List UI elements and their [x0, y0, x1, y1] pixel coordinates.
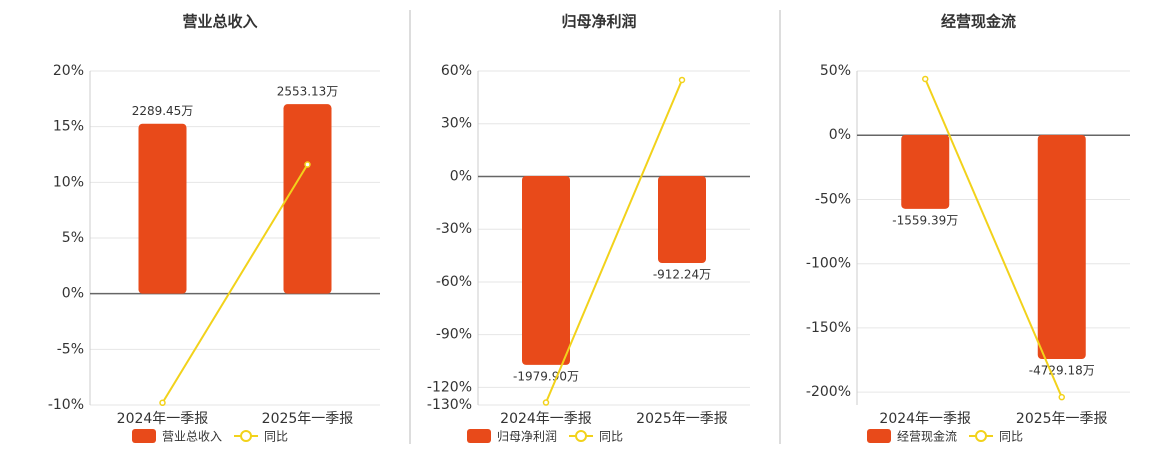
x-tick-label: 2024年一季报 — [500, 411, 592, 427]
y-tick-label: 50% — [820, 63, 851, 79]
y-tick-label: -30% — [436, 221, 472, 237]
y-tick-label: 20% — [53, 63, 84, 79]
legend-label: 归母净利润 — [497, 430, 557, 444]
data-label: 2289.45万 — [132, 104, 194, 118]
legend-swatch — [240, 430, 253, 442]
y-tick-label: -5% — [57, 341, 84, 357]
y-tick-label: -50% — [815, 191, 851, 207]
line-point — [304, 161, 311, 168]
y-tick-label: 30% — [441, 116, 472, 132]
y-tick-label: -10% — [48, 397, 84, 413]
y-tick-label: 0% — [62, 286, 84, 302]
chart-title: 经营现金流 — [941, 13, 1016, 31]
line-point — [922, 75, 929, 83]
y-tick-label: -200% — [806, 384, 851, 400]
y-tick-label: -60% — [436, 274, 472, 290]
y-tick-label: 5% — [62, 230, 84, 246]
line — [924, 78, 1063, 398]
legend-swatch — [467, 429, 491, 443]
legend-swatch — [867, 429, 891, 443]
x-tick-label: 2024年一季报 — [117, 411, 209, 427]
y-tick-label: 60% — [441, 63, 472, 79]
data-label: -1559.39万 — [892, 213, 958, 227]
legend-swatch — [575, 430, 588, 442]
data-label: 2553.13万 — [277, 85, 339, 99]
y-tick-label: 15% — [53, 119, 84, 135]
x-tick-label: 2024年一季报 — [879, 411, 971, 427]
legend-label: 营业总收入 — [162, 430, 222, 444]
y-tick-label: 0% — [829, 127, 851, 143]
line-point — [159, 399, 166, 407]
data-label: -912.24万 — [653, 268, 711, 282]
legend-label: 同比 — [999, 430, 1023, 444]
y-tick-label: -120% — [427, 379, 472, 395]
y-tick-label: 0% — [450, 168, 472, 184]
legend-label: 同比 — [264, 430, 288, 444]
x-tick-label: 2025年一季报 — [636, 411, 728, 427]
y-tick-label: -100% — [806, 256, 851, 272]
data-label: -4729.18万 — [1029, 364, 1095, 378]
bar — [901, 134, 950, 209]
bar — [283, 104, 332, 294]
line-point — [678, 76, 686, 84]
line — [545, 79, 683, 403]
x-tick-label: 2025年一季报 — [1016, 411, 1108, 427]
chart-title: 归母净利润 — [561, 13, 636, 31]
x-tick-label: 2025年一季报 — [262, 411, 354, 427]
bar — [1037, 134, 1086, 360]
line-point — [1058, 393, 1065, 401]
y-tick-label: 10% — [53, 174, 84, 190]
legend-swatch — [975, 430, 988, 442]
line — [161, 164, 309, 404]
bar — [658, 175, 706, 264]
bar — [138, 123, 187, 294]
data-label: -1979.90万 — [513, 369, 579, 383]
line-point — [542, 399, 550, 406]
y-tick-label: -130% — [427, 397, 472, 413]
y-tick-label: -90% — [436, 327, 472, 343]
legend-swatch — [132, 429, 156, 443]
legend-label: 同比 — [599, 430, 623, 444]
bar — [522, 175, 570, 365]
legend-label: 经营现金流 — [897, 429, 957, 444]
chart-title: 营业总收入 — [182, 13, 257, 31]
y-tick-label: -150% — [806, 320, 851, 336]
